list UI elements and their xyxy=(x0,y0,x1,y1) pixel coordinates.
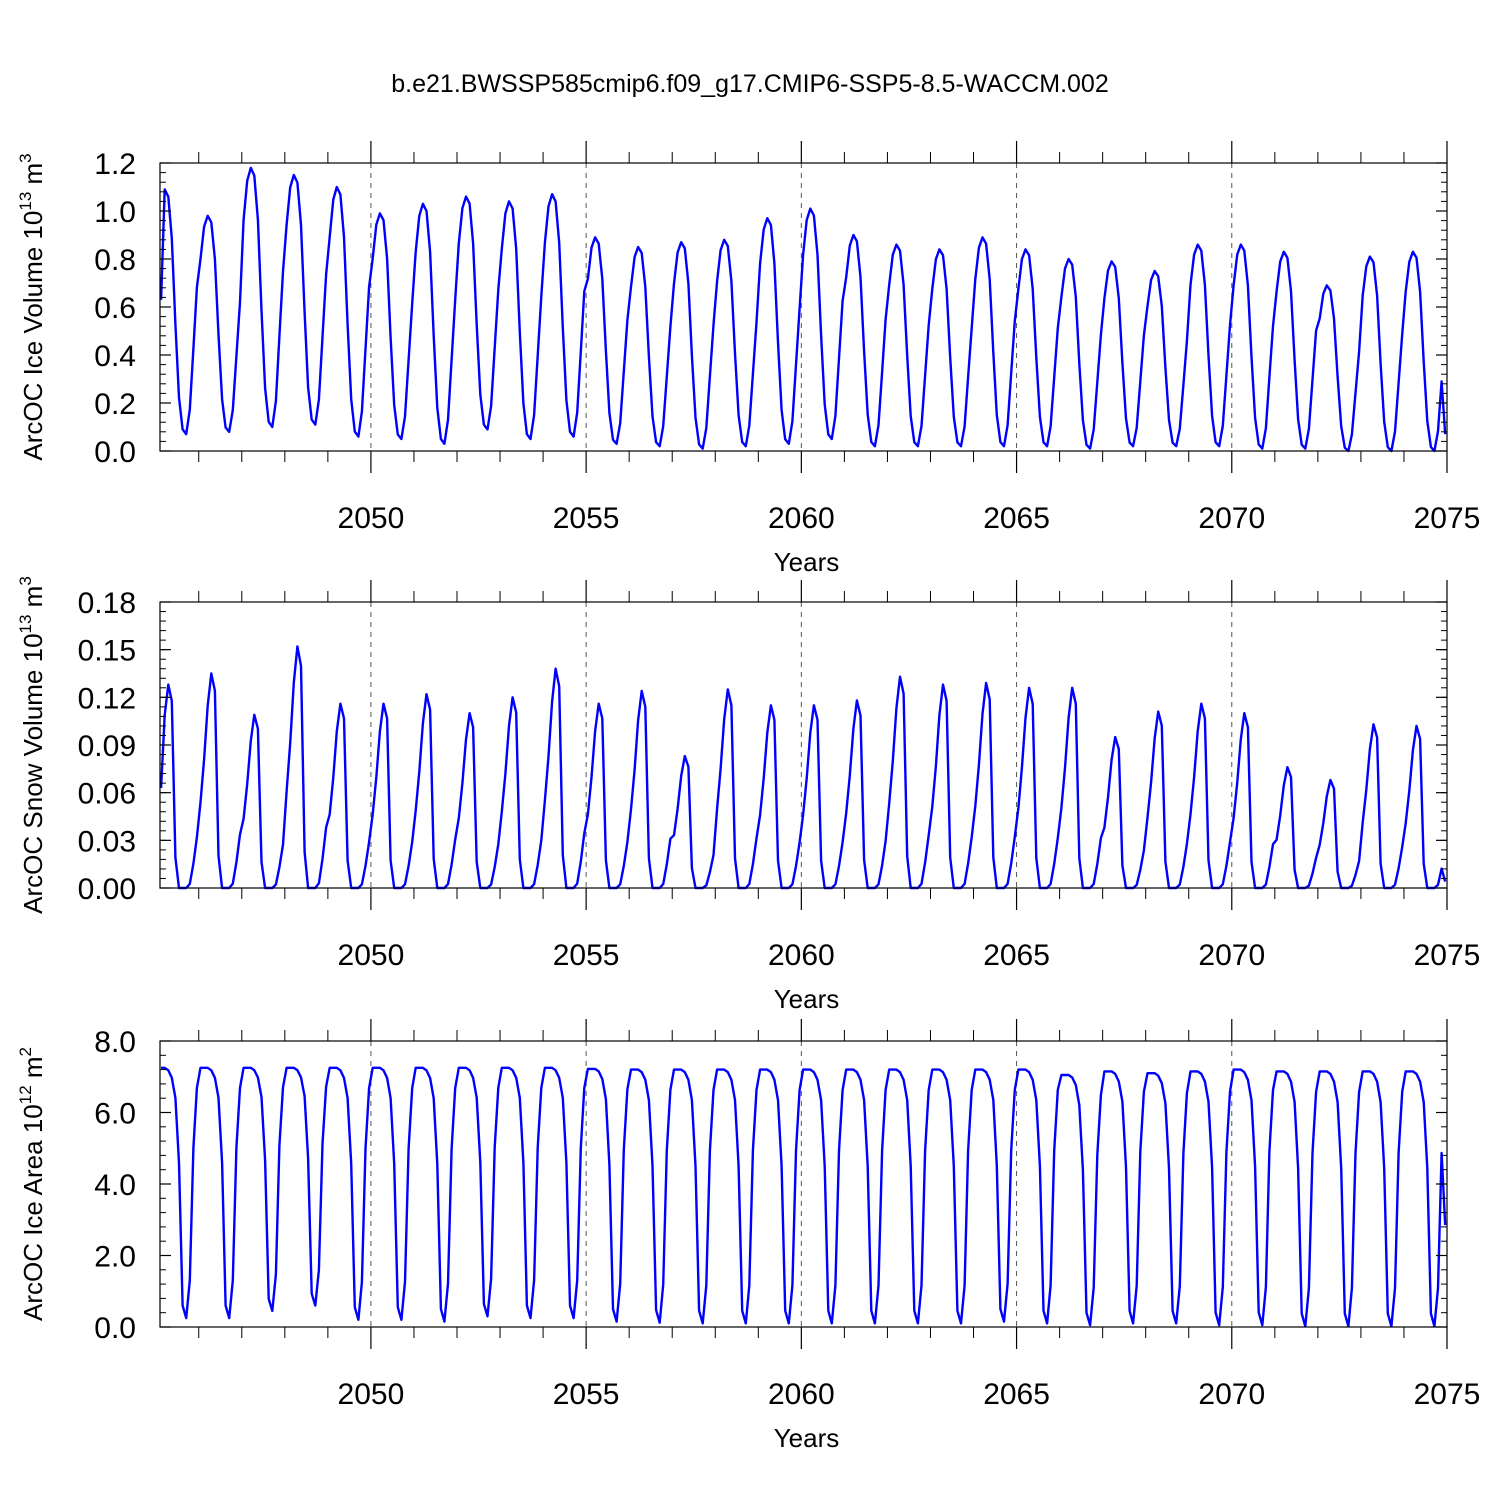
plot-frame xyxy=(159,601,1448,889)
y-tick-label: 0.15 xyxy=(78,635,136,668)
y-tick-label: 0.03 xyxy=(78,825,136,858)
series-line xyxy=(159,166,1447,453)
series-line xyxy=(161,1066,1447,1328)
y-tick-label: 0.18 xyxy=(78,587,136,620)
x-tick-label: 2070 xyxy=(1198,502,1265,535)
superscript: 13 xyxy=(16,615,35,634)
x-tick-label: 2055 xyxy=(553,939,620,972)
x-axis-title: Years xyxy=(774,1423,840,1453)
label-part: m xyxy=(18,586,48,615)
y-axis-title: ArcOC Ice Area 1012 m2 xyxy=(16,1047,48,1321)
y-tick-label: 0.00 xyxy=(78,873,136,906)
label-part: m xyxy=(18,1056,48,1085)
y-tick-label: 0.4 xyxy=(94,340,136,373)
y-tick-label: 0.09 xyxy=(78,730,136,763)
y-tick-label: 0.8 xyxy=(94,244,136,277)
y-axis-title: ArcOC Snow Volume 1013 m3 xyxy=(16,576,48,914)
x-tick-label: 2055 xyxy=(553,502,620,535)
y-tick-label: 0.06 xyxy=(78,778,136,811)
y-tick-label: 0.0 xyxy=(94,1312,136,1345)
y-tick-label: 0.2 xyxy=(94,388,136,421)
x-axis-title: Years xyxy=(774,547,840,577)
y-tick-label: 0.12 xyxy=(78,682,136,715)
figure-title: b.e21.BWSSP585cmip6.f09_g17.CMIP6-SSP5-8… xyxy=(391,70,1109,98)
x-tick-label: 2050 xyxy=(338,939,405,972)
y-tick-label: 0.0 xyxy=(94,436,136,469)
y-tick-label: 2.0 xyxy=(94,1241,136,1274)
y-tick-label: 0.6 xyxy=(94,292,136,325)
y-tick-label: 1.2 xyxy=(94,148,136,181)
x-tick-label: 2050 xyxy=(338,502,405,535)
y-tick-label: 4.0 xyxy=(94,1169,136,1202)
superscript: 12 xyxy=(16,1085,35,1104)
x-tick-label: 2060 xyxy=(768,939,835,972)
panel-snow-volume: 0.00 0.03 0.06 0.09 0.12 0.15 0.18 2050 2055 2060… xyxy=(16,576,1480,1014)
x-tick-label: 2075 xyxy=(1414,502,1481,535)
x-tick-label: 2065 xyxy=(983,1378,1050,1411)
superscript: 2 xyxy=(16,1047,35,1056)
x-tick-label: 2070 xyxy=(1198,1378,1265,1411)
x-tick-label: 2055 xyxy=(553,1378,620,1411)
x-tick-label: 2065 xyxy=(983,939,1050,972)
x-tick-label: 2060 xyxy=(768,502,835,535)
superscript: 3 xyxy=(16,153,35,162)
y-tick-label: 6.0 xyxy=(94,1098,136,1131)
x-tick-label: 2075 xyxy=(1414,939,1481,972)
x-tick-label: 2060 xyxy=(768,1378,835,1411)
x-tick-label: 2075 xyxy=(1414,1378,1481,1411)
x-tick-label: 2070 xyxy=(1198,939,1265,972)
x-tick-label: 2065 xyxy=(983,502,1050,535)
label-part: ArcOC Ice Area 10 xyxy=(18,1104,48,1321)
label-part: ArcOC Snow Volume 10 xyxy=(18,633,48,913)
series-line xyxy=(159,645,1447,890)
x-axis-title: Years xyxy=(774,984,840,1014)
panel-ice-area: 0.0 2.0 4.0 6.0 8.0 2050 2055 2060 2065 2070 2075 Y… xyxy=(16,1019,1480,1453)
superscript: 13 xyxy=(16,192,35,211)
superscript: 3 xyxy=(16,576,35,585)
label-part: ArcOC Ice Volume 10 xyxy=(18,211,48,461)
y-tick-label: 1.0 xyxy=(94,196,136,229)
panel-ice-volume: 0.0 0.2 0.4 0.6 0.8 1.0 1.2 2050 2055 2060 2065 207… xyxy=(16,141,1480,577)
x-tick-label: 2050 xyxy=(338,1378,405,1411)
label-part: m xyxy=(18,163,48,192)
y-tick-label: 8.0 xyxy=(94,1026,136,1059)
y-axis-title: ArcOC Ice Volume 1013 m3 xyxy=(16,153,48,460)
